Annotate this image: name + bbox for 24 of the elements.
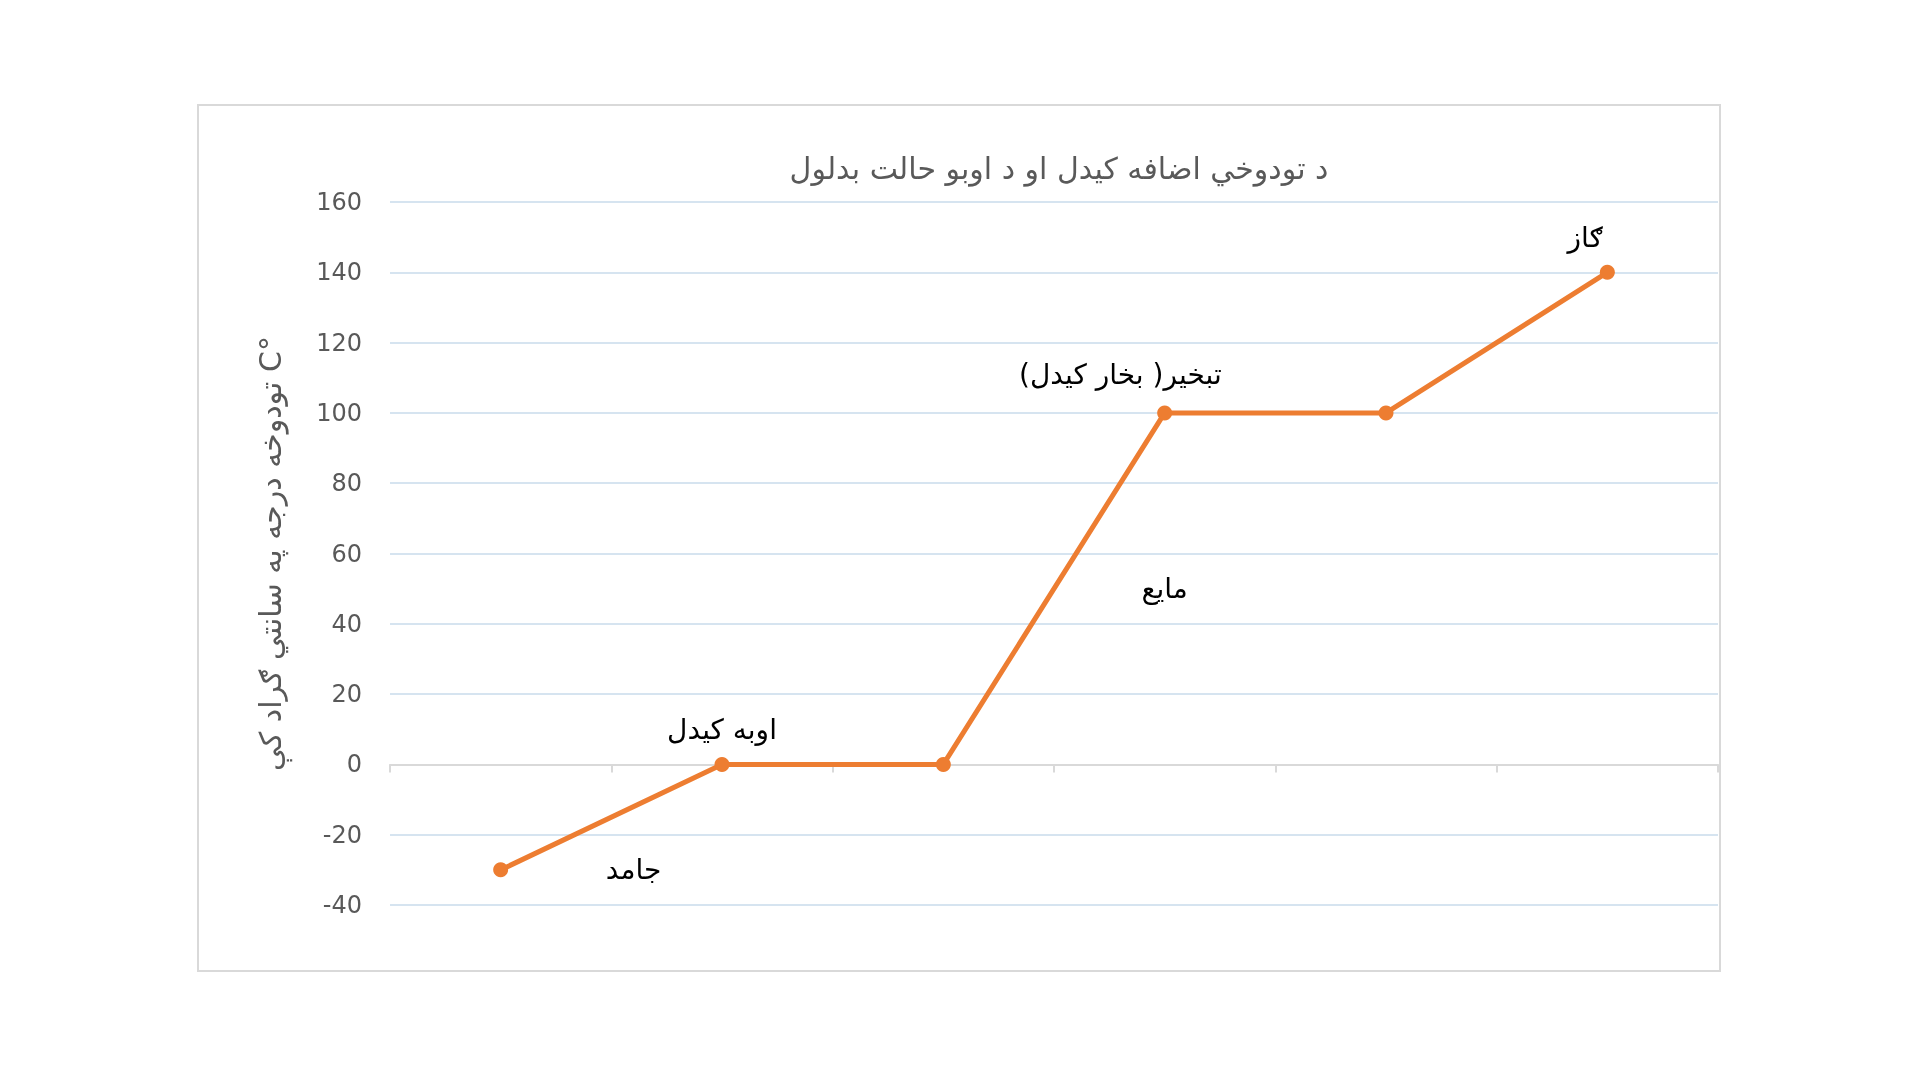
y-tick-label: -20 [322,820,362,849]
point [1157,405,1173,421]
y-tick-label: 20 [331,680,362,709]
y-tick-label: 80 [331,469,362,498]
y-tick-label: 0 [346,750,362,779]
y-tick-label: 160 [316,188,362,216]
annotation: مايع [1141,572,1188,606]
point [493,862,509,878]
annotation: اوبه کيدل [667,712,777,746]
annotation: جامد [605,853,662,887]
point [935,756,951,772]
y-axis-title: تودوخه درجه په سانتي ګراد کې C° [252,336,293,771]
point [1599,264,1615,280]
y-tick-label: 60 [331,539,362,568]
annotation: تبخير( بخار کيدل) [1019,357,1222,391]
y-tick-label: 140 [316,258,362,287]
chart-title: د تودوخي اضافه کيدل او د اوبو حالت بدلول [789,150,1329,187]
y-tick-label: -40 [322,891,362,919]
y-tick-label: 100 [316,398,362,427]
point [714,756,730,772]
y-tick-label: 120 [316,328,362,357]
y-tick-label: 40 [331,609,362,638]
annotation: ګاز [1565,220,1604,254]
point [1378,405,1394,421]
